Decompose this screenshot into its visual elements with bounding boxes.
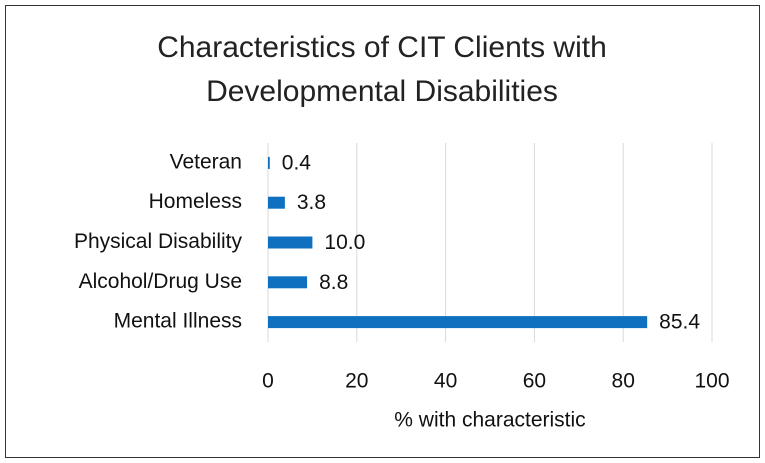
x-tick-label: 0: [262, 370, 274, 393]
y-tick-label: Physical Disability: [74, 230, 243, 253]
bar: [268, 276, 308, 289]
x-tick-label: 80: [612, 370, 635, 393]
data-label: 8.8: [319, 271, 348, 294]
chart-title: Characteristics of CIT Clients with Deve…: [157, 31, 607, 108]
x-tick-label: 20: [345, 370, 368, 393]
y-tick-label: Mental Illness: [114, 310, 242, 333]
bar: [268, 316, 648, 329]
y-tick-label: Homeless: [149, 190, 242, 213]
x-axis-label: % with characteristic: [394, 409, 585, 432]
data-label: 3.8: [297, 191, 326, 214]
y-tick-label: Veteran: [170, 150, 242, 173]
bar: [268, 196, 285, 209]
data-label: 0.4: [282, 151, 312, 174]
y-tick-label: Alcohol/Drug Use: [79, 270, 242, 293]
x-tick-label: 60: [523, 370, 546, 393]
x-tick-label: 40: [434, 370, 457, 393]
bar: [268, 156, 270, 169]
chart-border: [5, 5, 760, 458]
data-label: 85.4: [659, 311, 700, 334]
bar: [268, 236, 313, 249]
x-tick-label: 100: [694, 370, 729, 393]
data-label: 10.0: [324, 231, 365, 254]
